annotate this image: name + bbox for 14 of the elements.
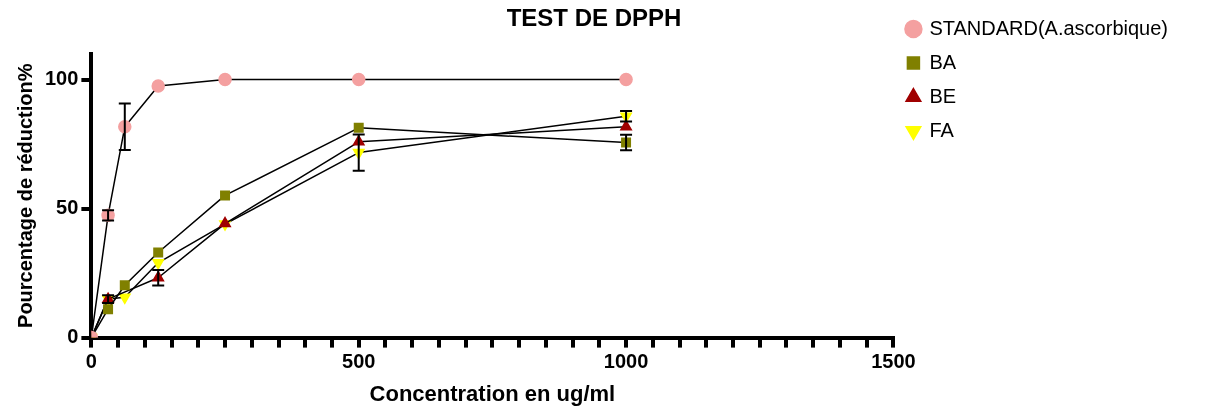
chart-title: TEST DE DPPH [506, 4, 682, 32]
legend-label: BE [929, 84, 957, 107]
legend-label: FA [929, 118, 955, 141]
y-tick-label: 100 [44, 67, 79, 90]
legend-label: BA [929, 50, 957, 73]
x-tick-label: 500 [342, 350, 376, 373]
legend-label: STANDARD(A.ascorbique) [929, 16, 1169, 39]
x-tick-label: 0 [85, 350, 97, 373]
x-tick-label: 1000 [603, 350, 649, 373]
y-tick-label: 50 [56, 196, 79, 219]
y-tick-label: 0 [67, 325, 79, 348]
x-axis-title: Concentration en ug/ml [369, 380, 616, 406]
x-tick-label: 1500 [871, 350, 916, 373]
y-axis-title: Pourcentage de réduction% [13, 63, 36, 328]
